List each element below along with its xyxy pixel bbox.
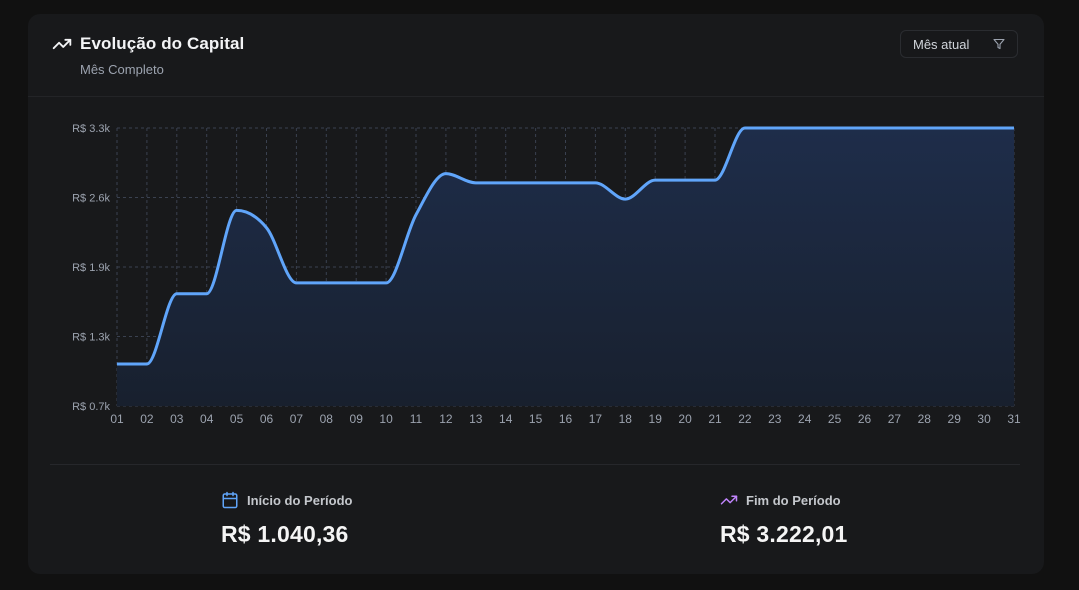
x-tick-label: 07 (290, 412, 304, 426)
x-tick-label: 20 (678, 412, 692, 426)
x-tick-label: 10 (379, 412, 393, 426)
x-tick-label: 23 (768, 412, 782, 426)
x-tick-label: 11 (410, 412, 423, 426)
period-filter-label: Mês atual (913, 36, 970, 52)
x-tick-label: 04 (200, 412, 214, 426)
x-tick-label: 31 (1007, 412, 1021, 426)
x-tick-label: 19 (649, 412, 663, 426)
x-tick-label: 21 (708, 412, 722, 426)
x-tick-label: 22 (738, 412, 752, 426)
x-tick-label: 05 (230, 412, 244, 426)
period-start-value: R$ 1.040,36 (221, 521, 349, 547)
x-tick-label: 26 (858, 412, 872, 426)
period-filter-button[interactable]: Mês atual (900, 30, 1018, 58)
x-tick-label: 24 (798, 412, 812, 426)
x-tick-label: 03 (170, 412, 184, 426)
x-tick-label: 02 (140, 412, 154, 426)
card-header: Evolução do Capital Mês Completo Mês atu… (28, 14, 1044, 97)
title-row: Evolução do Capital (52, 34, 244, 54)
area-fill (117, 128, 1014, 406)
y-tick-label: R$ 1.9k (72, 262, 110, 274)
x-tick-label: 13 (469, 412, 483, 426)
trending-up-icon (52, 34, 72, 54)
capital-chart: R$ 0.7k R$ 1.3k R$ 1.9k R$ 2.6k R$ 3.3k 01 02 0… (28, 14, 1044, 459)
x-tick-label: 30 (977, 412, 991, 426)
period-end-stat: Fim do Período R$ 3.222,01 (720, 489, 848, 548)
x-tick-label: 06 (260, 412, 274, 426)
divider (50, 464, 1020, 465)
x-tick-label: 15 (529, 412, 543, 426)
x-tick-label: 29 (948, 412, 962, 426)
x-tick-label: 12 (439, 412, 453, 426)
period-start-label: Início do Período (247, 492, 353, 508)
area-chart: R$ 0.7k R$ 1.3k R$ 1.9k R$ 2.6k R$ 3.3k 01 02 0… (72, 123, 1021, 426)
card-subtitle: Mês Completo (80, 62, 164, 77)
x-tick-label: 14 (499, 412, 513, 426)
card-title: Evolução do Capital (80, 34, 245, 53)
x-tick-label: 25 (828, 412, 842, 426)
y-tick-label: R$ 2.6k (72, 193, 110, 205)
filter-icon (993, 38, 1005, 50)
x-tick-label: 01 (110, 412, 124, 426)
trending-up-icon (720, 491, 738, 509)
capital-line (117, 126, 1014, 366)
x-tick-label: 18 (619, 412, 633, 426)
y-tick-label: R$ 0.7k (72, 401, 110, 413)
x-tick-label: 17 (589, 412, 603, 426)
x-tick-label: 27 (888, 412, 902, 426)
period-end-label: Fim do Período (746, 492, 841, 508)
capital-evolution-card: Evolução do Capital Mês Completo Mês atu… (28, 14, 1044, 574)
period-end-value: R$ 3.222,01 (720, 521, 848, 547)
y-tick-label: R$ 1.3k (72, 332, 110, 344)
calendar-icon (221, 491, 239, 509)
x-tick-label: 09 (350, 412, 364, 426)
x-tick-label: 16 (559, 412, 573, 426)
y-tick-label: R$ 3.3k (72, 123, 110, 135)
x-tick-label: 08 (320, 412, 334, 426)
x-tick-label: 28 (918, 412, 932, 426)
period-start-stat: Início do Período R$ 1.040,36 (221, 489, 352, 548)
